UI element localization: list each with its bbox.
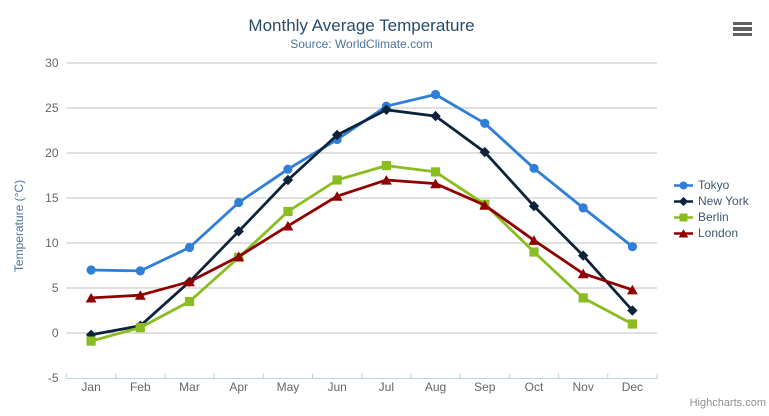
- square-marker-icon: [674, 213, 693, 221]
- legend-item-tokyo[interactable]: Tokyo: [674, 177, 749, 193]
- series-london[interactable]: [85, 175, 638, 303]
- data-point[interactable]: [528, 200, 540, 212]
- legend-marker: [679, 213, 688, 221]
- data-point[interactable]: [627, 242, 637, 252]
- data-point[interactable]: [626, 284, 638, 295]
- data-point[interactable]: [430, 89, 441, 100]
- data-point[interactable]: [86, 265, 96, 275]
- data-point[interactable]: [380, 175, 392, 185]
- x-axis-label: Nov: [573, 380, 594, 394]
- data-point[interactable]: [430, 110, 441, 122]
- y-axis-label: 25: [45, 101, 59, 115]
- x-axis-label: Feb: [130, 380, 151, 394]
- data-point[interactable]: [283, 206, 293, 217]
- chart-title: Monthly Average Temperature: [248, 16, 475, 35]
- x-axis-label: Dec: [622, 380, 643, 394]
- x-axis-label: Jul: [379, 380, 394, 394]
- data-point[interactable]: [479, 146, 490, 158]
- x-axis-label: Aug: [425, 380, 446, 394]
- legend-item-berlin[interactable]: Berlin: [674, 209, 749, 225]
- hamburger-icon: [733, 22, 752, 26]
- data-point[interactable]: [134, 290, 146, 300]
- data-point[interactable]: [480, 118, 490, 128]
- data-point[interactable]: [331, 191, 343, 201]
- data-point[interactable]: [332, 175, 342, 185]
- y-axis-title: Temperature (°C): [12, 179, 26, 273]
- series-line: [89, 164, 634, 343]
- legend-item-london[interactable]: London: [674, 225, 749, 241]
- data-point[interactable]: [135, 323, 145, 333]
- data-point[interactable]: [85, 292, 97, 303]
- y-axis-label: 10: [45, 236, 59, 250]
- legend-marker: [679, 181, 688, 189]
- y-axis-label: 0: [52, 326, 59, 340]
- data-point[interactable]: [627, 319, 637, 329]
- legend: Tokyo New York Berlin London: [674, 177, 749, 241]
- diamond-marker-icon: [674, 196, 693, 206]
- x-axis-label: Oct: [525, 380, 544, 394]
- y-axis-label: 5: [52, 281, 59, 295]
- data-point[interactable]: [283, 164, 293, 174]
- x-axis-label: May: [277, 380, 300, 394]
- data-point[interactable]: [529, 163, 539, 173]
- data-point[interactable]: [578, 203, 588, 213]
- data-point[interactable]: [577, 250, 589, 261]
- data-point[interactable]: [282, 220, 294, 231]
- x-axis-label: Jan: [81, 380, 100, 394]
- data-point[interactable]: [86, 336, 96, 346]
- data-point[interactable]: [479, 200, 491, 210]
- legend-item-new-york[interactable]: New York: [674, 193, 749, 209]
- data-point[interactable]: [381, 104, 392, 115]
- hamburger-icon: [733, 27, 752, 31]
- data-point[interactable]: [184, 276, 195, 287]
- legend-label: London: [698, 226, 739, 240]
- legend-label: New York: [698, 194, 749, 208]
- data-point[interactable]: [627, 305, 638, 316]
- data-point[interactable]: [135, 266, 145, 276]
- data-point[interactable]: [282, 174, 294, 186]
- y-axis-label: 30: [45, 56, 59, 70]
- hamburger-icon: [733, 32, 752, 36]
- data-point[interactable]: [578, 293, 588, 303]
- data-point[interactable]: [430, 167, 441, 177]
- data-point[interactable]: [233, 251, 245, 262]
- credits-link[interactable]: Highcharts.com: [689, 397, 766, 409]
- legend-label: Berlin: [698, 210, 729, 224]
- series-tokyo[interactable]: [86, 89, 637, 276]
- series-line: [89, 108, 634, 337]
- legend-label: Tokyo: [698, 178, 730, 192]
- data-point[interactable]: [528, 235, 540, 245]
- data-point[interactable]: [184, 296, 195, 307]
- data-point[interactable]: [233, 226, 244, 237]
- chart-subtitle: Source: WorldClimate.com: [290, 37, 433, 51]
- data-point[interactable]: [184, 242, 195, 253]
- context-menu-button[interactable]: [729, 18, 756, 40]
- data-point[interactable]: [430, 178, 441, 189]
- data-point[interactable]: [529, 247, 539, 257]
- x-axis-label: Sep: [474, 380, 496, 394]
- legend-marker: [678, 196, 689, 206]
- y-axis-label: 15: [45, 191, 59, 205]
- y-axis-label: 20: [45, 146, 59, 160]
- data-point[interactable]: [381, 161, 391, 171]
- circle-marker-icon: [674, 181, 693, 189]
- x-axis-label: Jun: [327, 380, 346, 394]
- triangle-marker-icon: [674, 228, 693, 237]
- legend-marker: [678, 228, 689, 237]
- data-point[interactable]: [577, 268, 589, 279]
- data-point[interactable]: [331, 129, 343, 141]
- y-axis-label: -5: [48, 371, 59, 385]
- series-new-york[interactable]: [85, 104, 638, 340]
- x-axis-label: Apr: [229, 380, 248, 394]
- series-line: [89, 178, 634, 300]
- x-axis-label: Mar: [179, 380, 200, 394]
- data-point[interactable]: [234, 197, 244, 208]
